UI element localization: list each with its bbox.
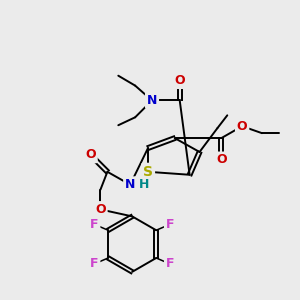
- Text: O: O: [237, 120, 248, 133]
- Text: O: O: [174, 74, 185, 87]
- Text: F: F: [90, 218, 98, 231]
- Text: H: H: [139, 178, 149, 191]
- Text: O: O: [85, 148, 96, 161]
- Text: S: S: [143, 165, 153, 179]
- Text: F: F: [90, 257, 98, 270]
- Text: N: N: [125, 178, 135, 191]
- Text: O: O: [95, 203, 106, 216]
- Text: F: F: [166, 257, 174, 270]
- Text: O: O: [216, 153, 226, 167]
- Text: N: N: [147, 94, 157, 107]
- Text: F: F: [166, 218, 174, 231]
